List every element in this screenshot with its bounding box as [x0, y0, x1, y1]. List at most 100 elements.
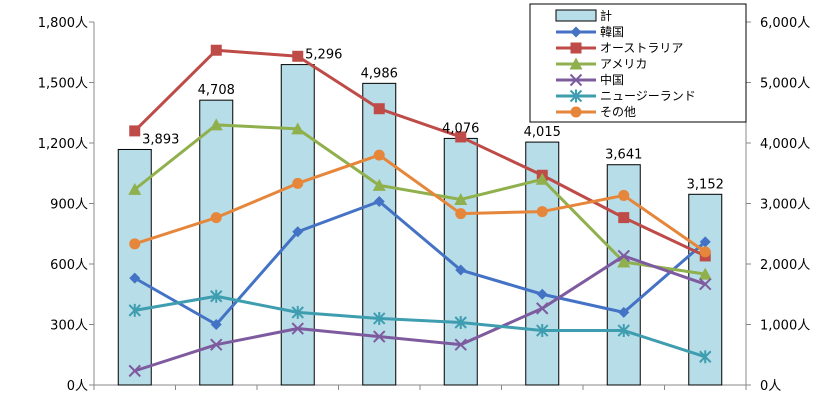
- marker-star: [617, 324, 630, 338]
- legend-entry: 中国: [556, 72, 624, 87]
- marker-star: [454, 315, 467, 329]
- marker-x: [569, 73, 583, 87]
- marker-triangle: [454, 192, 468, 205]
- left-tick-label: 1,500人: [38, 77, 88, 92]
- marker-star: [536, 324, 549, 338]
- series-line: [133, 48, 706, 258]
- marker-circle: [373, 149, 385, 161]
- series-line: [134, 294, 706, 359]
- marker-triangle: [617, 255, 631, 268]
- bar: [199, 99, 234, 386]
- data-labels: 3,893 4,708 5,296 4,986 4,076 4,015 3,641 3,152: [142, 48, 724, 193]
- marker-triangle: [535, 172, 549, 185]
- marker-circle: [536, 206, 548, 218]
- series-line: [134, 254, 706, 373]
- line-series-5: [129, 149, 711, 258]
- marker-star: [291, 305, 304, 319]
- marker-square: [455, 131, 467, 143]
- marker-star: [569, 89, 583, 103]
- series-line: [134, 153, 707, 254]
- line-series-group: [128, 44, 712, 378]
- right-tick-label: 0人: [760, 379, 781, 394]
- line-series-2: [128, 118, 712, 280]
- marker-square: [373, 103, 385, 115]
- marker-triangle: [209, 118, 223, 131]
- legend-label: ニュージーランド: [600, 89, 696, 103]
- marker-x: [128, 364, 141, 378]
- marker-star: [128, 303, 141, 317]
- marker-square: [618, 212, 630, 224]
- bar-data-label: 4,708: [198, 83, 235, 98]
- legend-entry: オーストラリア: [556, 41, 683, 55]
- left-tick-label: 600人: [50, 258, 88, 273]
- left-tick-label: 1,800人: [38, 16, 88, 31]
- bar-data-label: 3,641: [605, 148, 642, 163]
- chart-axes: 0人 300人 600人 900人 1,200人 1,500人 1,800人 0人 1,000人…: [38, 16, 810, 394]
- marker-circle: [455, 208, 467, 220]
- left-tick-label: 1,200人: [38, 137, 88, 152]
- legend-swatch-bar: [555, 9, 597, 22]
- marker-diamond: [129, 272, 141, 284]
- legend-label: オーストラリア: [600, 41, 683, 55]
- marker-diamond: [536, 288, 548, 300]
- marker-circle: [129, 238, 141, 250]
- legend-entry: 韓国: [556, 25, 624, 39]
- marker-x: [699, 277, 712, 291]
- left-tick-label: 900人: [50, 198, 88, 213]
- bar-data-label: 4,076: [442, 121, 479, 136]
- line-series-3: [128, 249, 712, 378]
- left-tick-label: 300人: [50, 319, 88, 334]
- marker-triangle: [698, 267, 712, 280]
- legend-entry: その他: [556, 105, 636, 119]
- right-tick-label: 2,000人: [760, 258, 810, 273]
- bar-data-label: 3,152: [687, 177, 724, 192]
- marker-diamond: [570, 26, 582, 38]
- legend-label: その他: [600, 105, 636, 119]
- right-tick-label: 6,000人: [760, 16, 810, 31]
- line-series-0: [129, 195, 711, 330]
- marker-square: [292, 50, 304, 62]
- marker-diamond: [292, 226, 304, 238]
- marker-circle: [618, 189, 630, 201]
- marker-diamond: [699, 236, 711, 248]
- right-tick-label: 4,000人: [760, 137, 810, 152]
- legend-entry: アメリカ: [556, 57, 647, 71]
- marker-star: [699, 350, 712, 364]
- marker-square: [210, 44, 222, 56]
- marker-triangle: [372, 178, 386, 191]
- bar-data-label: 3,893: [142, 132, 179, 147]
- bar-data-label: 4,015: [524, 125, 561, 140]
- bar: [362, 82, 397, 386]
- right-tick-label: 3,000人: [760, 198, 810, 213]
- bar: [280, 64, 315, 386]
- marker-x: [210, 338, 223, 351]
- marker-square: [129, 125, 141, 137]
- marker-x: [617, 249, 630, 263]
- marker-circle: [570, 106, 582, 118]
- marker-triangle: [291, 122, 305, 135]
- marker-diamond: [455, 264, 467, 276]
- marker-star: [373, 311, 386, 325]
- legend-label: 韓国: [600, 25, 624, 39]
- marker-diamond: [210, 319, 222, 330]
- marker-square: [570, 42, 582, 54]
- marker-x: [373, 330, 386, 343]
- series-line: [133, 123, 706, 276]
- right-tick-label: 5,000人: [760, 77, 810, 92]
- marker-triangle: [128, 182, 142, 195]
- line-series-4: [128, 289, 712, 364]
- legend-entry: ニュージーランド: [556, 89, 696, 103]
- marker-circle: [210, 212, 222, 224]
- marker-diamond: [373, 195, 385, 207]
- series-line: [134, 199, 707, 326]
- right-tick-label: 1,000人: [760, 319, 810, 334]
- marker-triangle: [569, 57, 583, 70]
- marker-circle: [292, 177, 304, 189]
- legend-label: アメリカ: [600, 57, 647, 71]
- bar-data-label: 4,986: [361, 66, 398, 81]
- marker-diamond: [618, 306, 630, 318]
- marker-circle: [699, 246, 711, 258]
- legend-label: 中国: [600, 72, 624, 87]
